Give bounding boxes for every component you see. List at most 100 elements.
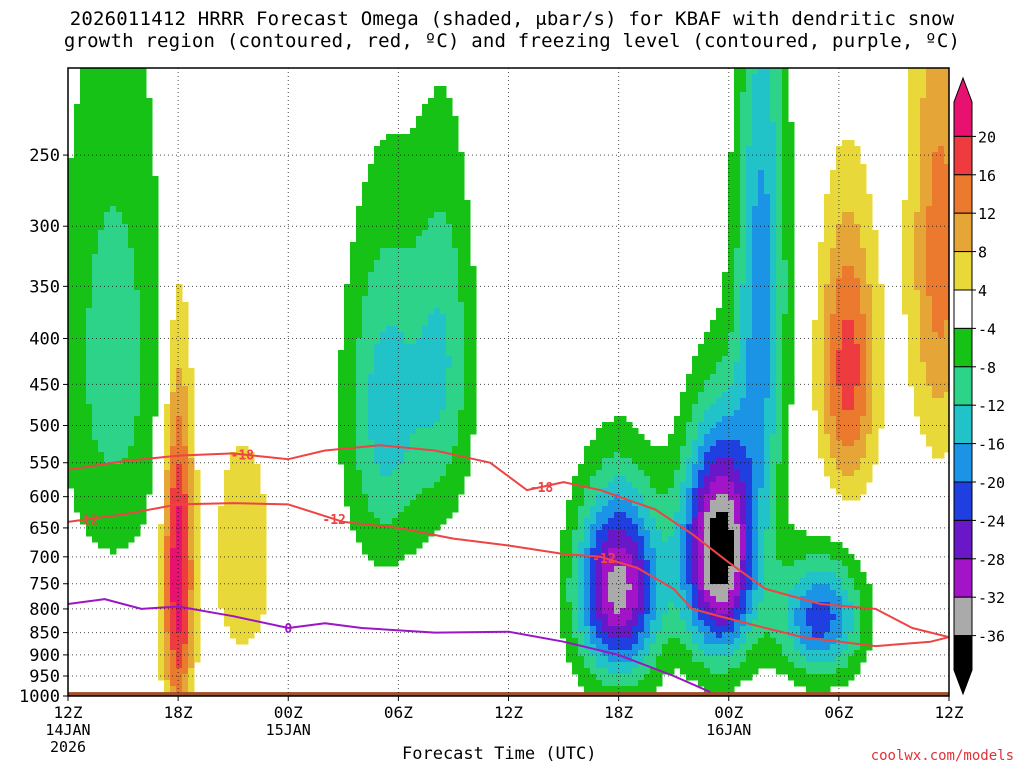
omega-cell [764,272,771,279]
omega-cell [812,368,819,375]
omega-cell [116,128,123,135]
omega-cell [692,368,699,375]
omega-cell [422,302,429,309]
omega-cell [914,68,921,75]
omega-cell [620,488,627,495]
omega-cell [404,338,411,345]
omega-cell [836,386,843,393]
omega-cell [248,470,255,477]
omega-cell [860,452,867,459]
omega-cell [104,68,111,75]
omega-cell [668,512,675,519]
omega-cell [386,320,393,327]
omega-cell [140,182,147,189]
omega-cell [110,302,117,309]
omega-cell [932,290,939,297]
omega-cell [734,404,741,411]
omega-cell [854,260,861,267]
omega-cell [776,404,783,411]
omega-cell [434,110,441,117]
omega-cell [104,296,111,303]
omega-cell [368,362,375,369]
omega-cell [608,428,615,435]
omega-cell [734,338,741,345]
omega-cell [782,416,789,423]
omega-cell [410,134,417,141]
omega-cell [92,302,99,309]
omega-cell [392,338,399,345]
omega-cell [758,374,765,381]
omega-cell [128,524,135,531]
omega-cell [608,458,615,465]
omega-cell [236,476,243,483]
omega-cell [842,182,849,189]
omega-cell [404,416,411,423]
omega-cell [404,254,411,261]
omega-cell [842,398,849,405]
omega-cell [422,248,429,255]
omega-cell [416,290,423,297]
omega-cell [740,248,747,255]
omega-cell [116,500,123,507]
omega-cell [878,368,885,375]
omega-cell [842,158,849,165]
omega-cell [782,308,789,315]
omega-cell [716,344,723,351]
omega-cell [722,482,729,489]
omega-cell [74,134,81,141]
omega-cell [908,116,915,123]
omega-cell [110,404,117,411]
omega-cell [410,410,417,417]
omega-cell [176,326,183,333]
omega-cell [788,158,795,165]
omega-cell [92,224,99,231]
omega-cell [668,476,675,483]
omega-cell [740,272,747,279]
omega-cell [140,68,147,75]
omega-cell [104,128,111,135]
omega-cell [146,224,153,231]
omega-cell [728,464,735,471]
omega-cell [698,350,705,357]
omega-cell [728,164,735,171]
omega-cell [98,224,105,231]
omega-cell [752,158,759,165]
omega-cell [866,236,873,243]
omega-cell [632,518,639,525]
omega-cell [128,182,135,189]
omega-cell [404,344,411,351]
omega-cell [944,278,949,285]
omega-cell [374,248,381,255]
omega-cell [782,152,789,159]
omega-cell [752,242,759,249]
omega-cell [368,284,375,291]
omega-cell [122,218,129,225]
omega-cell [134,128,141,135]
omega-cell [86,428,93,435]
omega-cell [734,242,741,249]
omega-cell [398,182,405,189]
omega-cell [344,386,351,393]
omega-cell [788,248,795,255]
omega-cell [932,416,939,423]
omega-cell [146,164,153,171]
omega-cell [176,350,183,357]
omega-cell [728,518,735,525]
omega-cell [758,230,765,237]
omega-cell [680,518,687,525]
omega-cell [428,116,435,123]
omega-cell [374,284,381,291]
omega-cell [758,416,765,423]
omega-cell [710,326,717,333]
omega-cell [398,230,405,237]
omega-cell [776,458,783,465]
omega-cell [836,464,843,471]
omega-cell [380,278,387,285]
omega-cell [86,404,93,411]
omega-cell [770,446,777,453]
omega-cell [734,104,741,111]
omega-cell [914,392,921,399]
omega-cell [350,446,357,453]
omega-cell [410,308,417,315]
omega-cell [392,230,399,237]
